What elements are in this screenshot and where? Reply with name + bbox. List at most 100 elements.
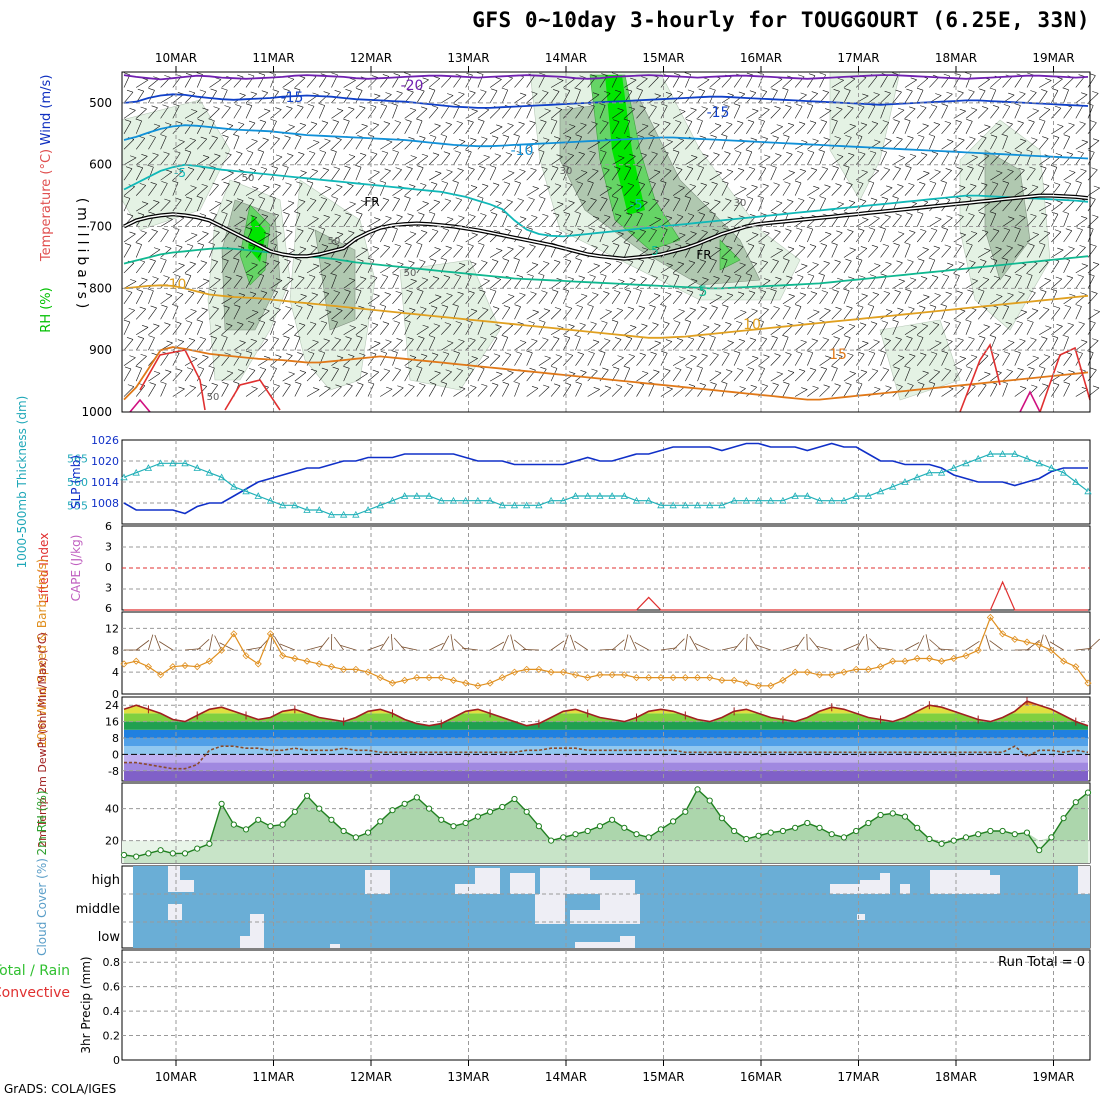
wind-barb-flag bbox=[395, 167, 402, 170]
wind-barb bbox=[648, 183, 656, 196]
wind-barb-flag bbox=[202, 231, 209, 234]
wind10m-barb bbox=[985, 634, 991, 651]
wind-barb-flag bbox=[580, 246, 587, 249]
wind-barb-flag bbox=[458, 386, 466, 390]
wind-barb bbox=[355, 125, 368, 135]
wind-barb bbox=[843, 184, 853, 196]
date-label-bottom: 16MAR bbox=[740, 1070, 782, 1084]
wind-barb-flag bbox=[454, 150, 461, 154]
wind-barb bbox=[184, 75, 193, 88]
wind-barb bbox=[123, 139, 135, 150]
wind-barb bbox=[441, 106, 450, 119]
wind10m-point bbox=[279, 652, 287, 660]
date-label-top: 10MAR bbox=[155, 51, 197, 65]
thickness-tick-label: 565 bbox=[67, 453, 88, 466]
wind10m-barb bbox=[489, 641, 505, 651]
wind-barb bbox=[636, 325, 648, 335]
wind-barb-flag bbox=[396, 338, 403, 341]
wind-barb-flag bbox=[539, 196, 546, 199]
wind-barb bbox=[355, 337, 363, 351]
wind-barb bbox=[221, 372, 234, 382]
wind-barb-flag bbox=[1068, 122, 1075, 126]
wind-barb bbox=[428, 278, 440, 289]
wind-barb-flag bbox=[698, 88, 705, 92]
wind-barb-flag bbox=[714, 199, 721, 203]
wind-barb bbox=[550, 214, 560, 227]
wind-barb-flag bbox=[541, 290, 548, 293]
wind-barb-flag bbox=[514, 180, 521, 184]
wind-barb bbox=[672, 387, 685, 397]
wind-barb bbox=[977, 231, 989, 243]
wind-barb bbox=[294, 354, 304, 366]
wind-barb-flag bbox=[284, 259, 291, 262]
wind10m-point bbox=[291, 654, 299, 663]
wind-barb bbox=[172, 306, 179, 320]
wind-barb-flag bbox=[287, 153, 294, 156]
cloud-row-label: low bbox=[98, 930, 121, 945]
wind-barb bbox=[380, 217, 392, 227]
wind-barb-flag bbox=[321, 120, 328, 124]
wind-barb bbox=[331, 168, 340, 181]
wind-barb-flag bbox=[1091, 167, 1098, 171]
wind-barb bbox=[721, 136, 728, 150]
wind-barb-flag bbox=[916, 87, 924, 91]
wind-barb-flag bbox=[687, 213, 695, 216]
wind-barb-flag bbox=[544, 108, 551, 112]
wind-barb-flag bbox=[1042, 307, 1050, 310]
wind-barb bbox=[550, 109, 563, 119]
cloud-gap bbox=[365, 870, 390, 894]
wind-barb-flag bbox=[258, 320, 265, 323]
wind-barb bbox=[1038, 244, 1046, 258]
wind-barb bbox=[807, 246, 817, 258]
wind-barb-flag bbox=[884, 90, 891, 94]
thickness-point bbox=[437, 496, 445, 504]
wind-barb-flag bbox=[542, 337, 549, 341]
wind-barb-flag bbox=[482, 307, 489, 311]
rh2m-point bbox=[547, 837, 555, 844]
wind-barb bbox=[1075, 76, 1085, 88]
wind-barb-flag bbox=[663, 197, 670, 201]
wind-barb-flag bbox=[373, 169, 380, 173]
temp-tick-label: -8 bbox=[108, 765, 119, 778]
wind-barb bbox=[758, 91, 768, 104]
wind-barb-flag bbox=[577, 104, 584, 108]
wind-barb bbox=[892, 280, 905, 289]
wind-barb-flag bbox=[1056, 324, 1063, 327]
wind-barb bbox=[160, 171, 173, 181]
wind-barb bbox=[648, 153, 658, 165]
wind-barb bbox=[172, 388, 185, 397]
wind-barb-flag bbox=[995, 246, 1002, 250]
wind-barb-flag bbox=[141, 154, 148, 157]
thickness-point bbox=[950, 464, 958, 471]
wind-barb-flag bbox=[801, 263, 808, 267]
wind-barb bbox=[929, 106, 938, 119]
wind-barb-flag bbox=[137, 212, 144, 216]
wind-barb bbox=[209, 203, 222, 212]
wind-barb bbox=[502, 296, 515, 305]
wind-barb-flag bbox=[860, 369, 867, 373]
wind-barb-flag bbox=[776, 124, 783, 127]
wind-barb-flag bbox=[666, 386, 673, 390]
thickness-point bbox=[486, 496, 494, 504]
wind-barb bbox=[197, 356, 209, 366]
wind-barb-flag bbox=[641, 323, 648, 327]
rh2m-point bbox=[804, 819, 811, 827]
wind-barb bbox=[892, 168, 901, 181]
wind-barb-flag bbox=[751, 308, 758, 312]
dewpoint-line bbox=[124, 745, 1089, 770]
wind-barb-flag bbox=[467, 243, 474, 247]
wind-barb-flag bbox=[531, 338, 538, 342]
wind-barb-flag bbox=[685, 366, 692, 370]
wind-barb bbox=[258, 339, 268, 351]
wind-barb bbox=[502, 325, 513, 335]
wind-barb bbox=[563, 90, 571, 104]
wind-barb bbox=[1026, 139, 1038, 150]
wind-barb-flag bbox=[801, 139, 808, 143]
wind-barb-flag bbox=[383, 244, 390, 248]
wind-barb bbox=[135, 138, 146, 150]
thickness-point bbox=[803, 492, 812, 499]
wind-barb-flag bbox=[831, 118, 838, 122]
wind-barb-flag bbox=[236, 274, 243, 278]
wind-barb bbox=[477, 156, 490, 165]
wind-barb-flag bbox=[761, 136, 768, 139]
